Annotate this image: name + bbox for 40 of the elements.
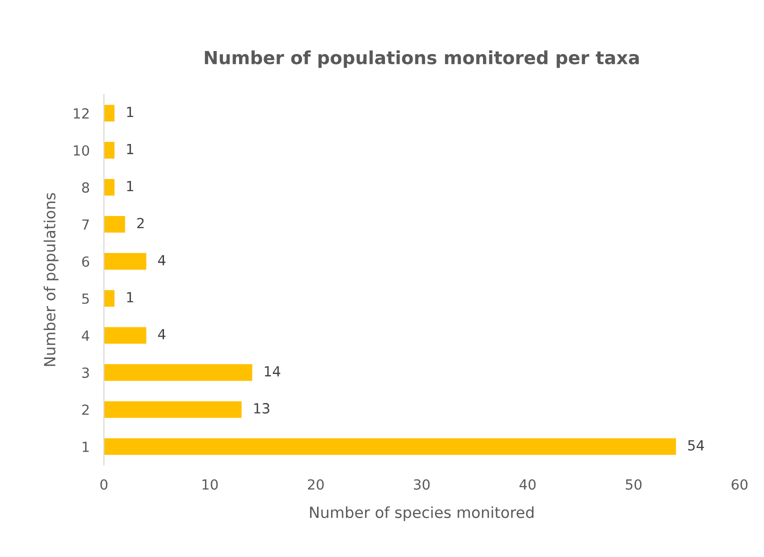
data-label: 1 bbox=[127, 292, 134, 302]
y-tick-label: 2 bbox=[82, 404, 89, 415]
data-label: 14 bbox=[264, 366, 280, 376]
x-tick-label: 30 bbox=[414, 479, 430, 490]
bar bbox=[104, 401, 242, 418]
y-tick-label: 3 bbox=[82, 367, 89, 378]
data-label: 13 bbox=[254, 403, 270, 414]
y-axis-title: Number of populations bbox=[44, 193, 58, 366]
x-tick-label: 60 bbox=[732, 479, 748, 490]
data-label: 1 bbox=[127, 144, 134, 154]
y-tick-label: 1 bbox=[82, 442, 89, 452]
bar bbox=[104, 253, 146, 270]
y-tick-label: 8 bbox=[82, 182, 90, 193]
bar bbox=[104, 104, 114, 122]
data-label: 4 bbox=[158, 329, 166, 340]
y-tick-label: 12 bbox=[74, 108, 89, 118]
y-tick-label: 5 bbox=[82, 294, 89, 304]
data-label: 2 bbox=[137, 218, 144, 228]
x-tick-label: 20 bbox=[308, 479, 324, 490]
bar bbox=[104, 142, 114, 159]
y-tick-label: 10 bbox=[74, 145, 90, 156]
y-tick-label: 6 bbox=[82, 256, 90, 267]
x-axis-title: Number of species monitored bbox=[310, 506, 534, 522]
bar bbox=[104, 364, 252, 381]
chart-title: Number of populations monitored per taxa bbox=[204, 50, 639, 68]
data-label: 1 bbox=[127, 181, 134, 192]
bar bbox=[104, 438, 676, 455]
bar bbox=[104, 327, 146, 344]
x-tick-label: 0 bbox=[100, 479, 108, 490]
bar bbox=[104, 216, 126, 233]
data-label: 4 bbox=[158, 255, 166, 266]
bar bbox=[104, 290, 114, 307]
y-tick-label: 7 bbox=[82, 219, 89, 230]
x-tick-label: 50 bbox=[626, 479, 642, 490]
data-label: 54 bbox=[688, 440, 704, 451]
x-tick-label: 10 bbox=[202, 479, 218, 490]
bar bbox=[104, 178, 114, 196]
x-tick-label: 40 bbox=[520, 479, 536, 490]
data-label: 1 bbox=[127, 106, 134, 118]
y-tick-label: 4 bbox=[82, 330, 90, 341]
